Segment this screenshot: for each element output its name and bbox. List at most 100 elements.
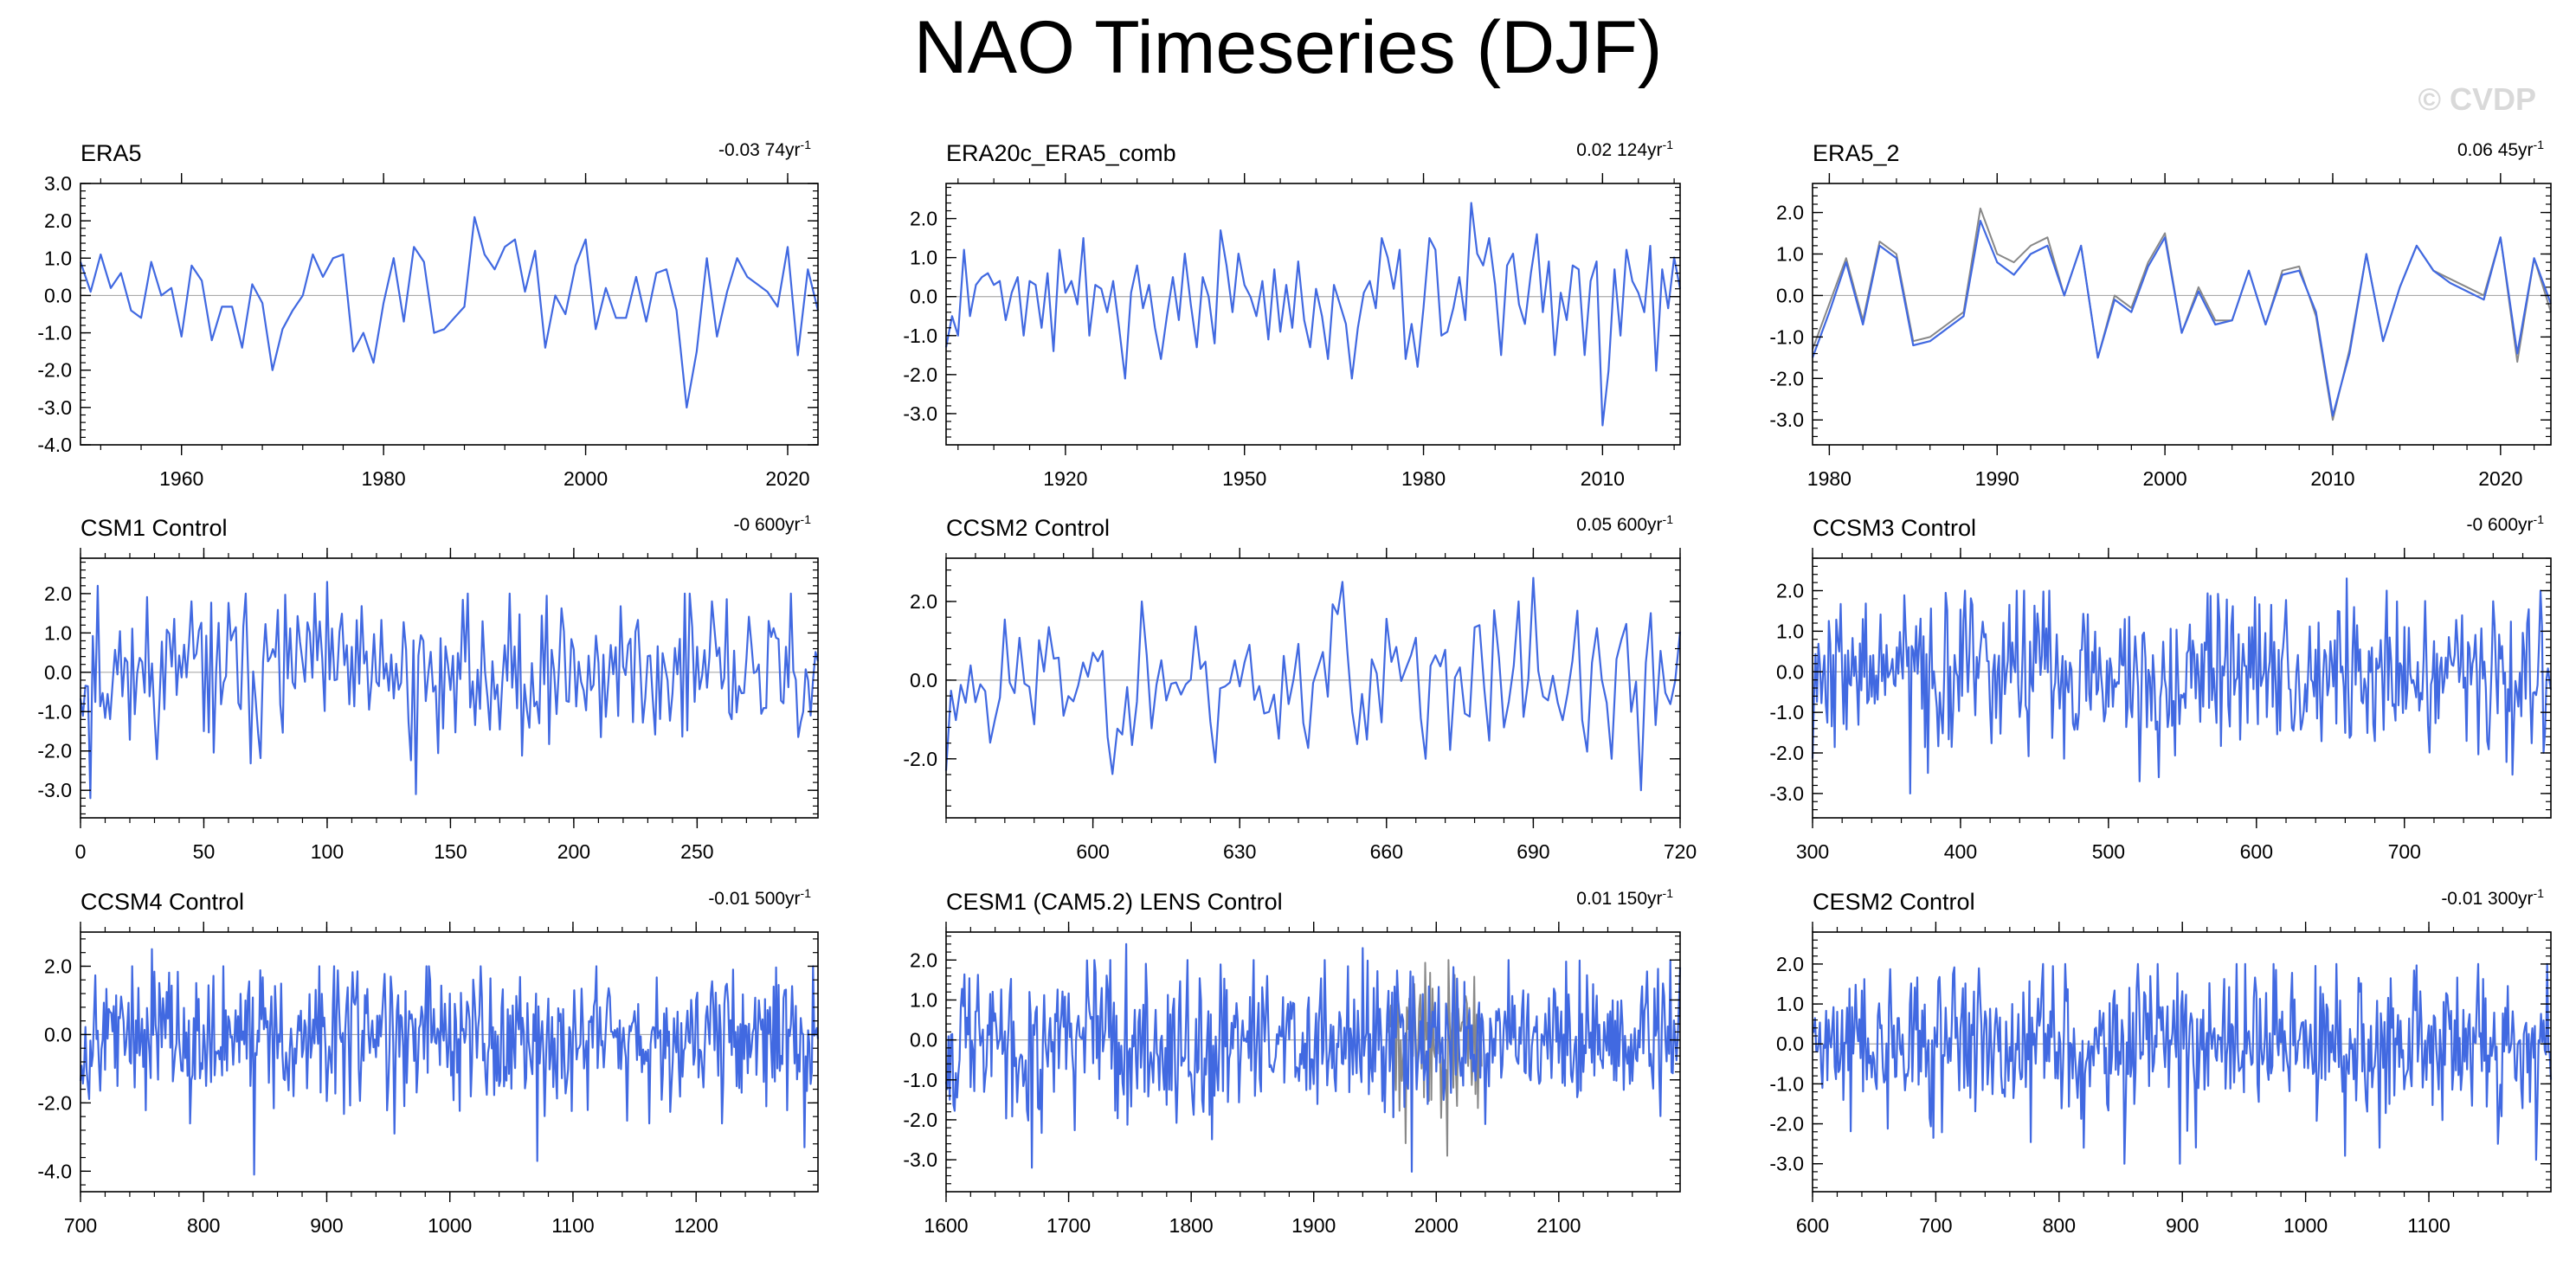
- x-tick-label: 300: [1796, 840, 1829, 863]
- series-line-0: [1811, 577, 2553, 794]
- y-tick-label: 0.0: [910, 1029, 937, 1052]
- x-tick-label: 1000: [2283, 1214, 2328, 1237]
- trend-label: -0.01 300yr-1: [2441, 886, 2544, 909]
- plot-frame: [1812, 183, 2552, 446]
- trend-label: -0 600yr-1: [2467, 512, 2545, 535]
- x-tick-label: 900: [310, 1214, 343, 1237]
- panel-4: CCSM2 Control 0.05 600yr-1 2.0 0.0 -2.0 600 63…: [903, 512, 1697, 863]
- x-tick-label: 2100: [1536, 1214, 1581, 1237]
- x-tick-label: 700: [64, 1214, 97, 1237]
- x-tick-label: 630: [1223, 840, 1256, 863]
- trend-label: -0 600yr-1: [734, 512, 812, 535]
- x-tick-label: 200: [557, 840, 590, 863]
- x-tick-label: 800: [2043, 1214, 2076, 1237]
- trend-label: -0.03 74yr-1: [718, 138, 811, 160]
- panel-7: CESM1 (CAM5.2) LENS Control 0.01 150yr-1 2…: [903, 886, 1682, 1237]
- plot-frame: [80, 183, 819, 446]
- y-tick-label: 2.0: [44, 209, 72, 232]
- y-tick-label: -2.0: [37, 359, 72, 382]
- trend-label: 0.02 124yr-1: [1576, 138, 1673, 160]
- y-tick-label: -3.0: [37, 779, 72, 801]
- y-tick-label: -3.0: [1769, 782, 1804, 805]
- panel-title: ERA5_2: [1813, 140, 1900, 166]
- x-tick-label: 1700: [1046, 1214, 1091, 1237]
- panel-5: CCSM3 Control -0 600yr-1 2.0 1.0 0.0 -1.0 -2.0…: [1769, 512, 2553, 863]
- panel-title: CCSM3 Control: [1813, 515, 1976, 541]
- y-tick-label: -3.0: [903, 1148, 937, 1171]
- panel-title: CESM1 (CAM5.2) LENS Control: [946, 889, 1283, 915]
- y-tick-label: 0.0: [910, 286, 937, 308]
- y-tick-label: 1.0: [44, 621, 72, 644]
- panel-title: CCSM4 Control: [80, 889, 244, 915]
- x-tick-label: 1980: [1807, 467, 1852, 490]
- y-tick-label: -2.0: [1769, 367, 1804, 389]
- x-tick-label: 1960: [159, 467, 203, 490]
- x-tick-label: 2010: [2310, 467, 2354, 490]
- y-tick-label: 1.0: [1776, 242, 1804, 265]
- y-tick-label: 3.0: [44, 172, 72, 195]
- x-tick-label: 1980: [1401, 467, 1446, 490]
- y-tick-label: 0.0: [910, 669, 937, 691]
- plot-frame: [1812, 931, 2552, 1193]
- x-tick-label: 100: [311, 840, 344, 863]
- y-tick-label: 1.0: [910, 247, 937, 269]
- y-tick-label: 2.0: [1776, 202, 1804, 224]
- x-tick-label: 1200: [674, 1214, 718, 1237]
- panel-title: ERA20c_ERA5_comb: [946, 140, 1176, 166]
- y-tick-label: 0.0: [44, 1023, 72, 1045]
- plot-frame: [945, 183, 1681, 446]
- y-tick-label: 2.0: [910, 208, 937, 230]
- y-tick-label: -1.0: [1769, 325, 1804, 348]
- x-tick-label: 600: [1076, 840, 1109, 863]
- panel-0: ERA5 -0.03 74yr-1 3.0 2.0 1.0 0.0 -1.0 -2.0 -3.0…: [37, 138, 820, 490]
- plot-frame: [80, 931, 819, 1193]
- x-tick-label: 660: [1370, 840, 1403, 863]
- y-tick-label: -2.0: [37, 740, 72, 762]
- y-tick-label: 2.0: [910, 590, 937, 613]
- y-tick-label: 2.0: [1776, 580, 1804, 602]
- series-line-0: [79, 215, 820, 408]
- x-tick-label: 700: [1919, 1214, 1952, 1237]
- panel-title: CCSM2 Control: [946, 515, 1110, 541]
- y-tick-label: 0.0: [1776, 1032, 1804, 1055]
- y-tick-label: 1.0: [1776, 620, 1804, 642]
- x-tick-label: 900: [2166, 1214, 2199, 1237]
- x-tick-label: 1000: [428, 1214, 472, 1237]
- page-title: NAO Timeseries (DJF): [913, 6, 1663, 89]
- panel-title: CSM1 Control: [80, 515, 228, 541]
- x-tick-label: 700: [2388, 840, 2421, 863]
- y-tick-label: -1.0: [37, 322, 72, 344]
- y-tick-label: -1.0: [1769, 701, 1804, 724]
- x-tick-label: 2000: [564, 467, 608, 490]
- y-tick-label: 2.0: [44, 955, 72, 977]
- y-tick-label: -4.0: [37, 434, 72, 456]
- y-tick-label: -1.0: [1769, 1072, 1804, 1095]
- y-tick-label: -3.0: [1769, 408, 1804, 431]
- x-tick-label: 690: [1517, 840, 1549, 863]
- x-tick-label: 400: [1944, 840, 1977, 863]
- y-tick-label: -2.0: [903, 363, 937, 386]
- series-line-0: [1812, 962, 2553, 1165]
- y-tick-label: -2.0: [1769, 742, 1804, 764]
- x-tick-label: 1950: [1222, 467, 1266, 490]
- x-tick-label: 600: [2240, 840, 2273, 863]
- x-tick-label: 2000: [1414, 1214, 1459, 1237]
- x-tick-label: 150: [434, 840, 467, 863]
- trend-label: 0.01 150yr-1: [1576, 886, 1673, 909]
- trend-label: 0.06 45yr-1: [2457, 138, 2544, 160]
- y-tick-label: 2.0: [44, 582, 72, 605]
- x-tick-label: 2020: [765, 467, 809, 490]
- x-tick-label: 2000: [2143, 467, 2187, 490]
- y-tick-label: 0.0: [1776, 284, 1804, 306]
- y-tick-label: -1.0: [37, 700, 72, 723]
- x-tick-label: 500: [2092, 840, 2125, 863]
- plot-frame: [945, 557, 1681, 819]
- x-tick-label: 2020: [2478, 467, 2522, 490]
- y-tick-label: 1.0: [1776, 993, 1804, 1015]
- x-tick-label: 600: [1796, 1214, 1829, 1237]
- panel-title: CESM2 Control: [1813, 889, 1975, 915]
- x-tick-label: 250: [680, 840, 713, 863]
- x-tick-label: 1600: [924, 1214, 968, 1237]
- series-line-0: [1812, 207, 2552, 421]
- x-tick-label: 1990: [1975, 467, 2019, 490]
